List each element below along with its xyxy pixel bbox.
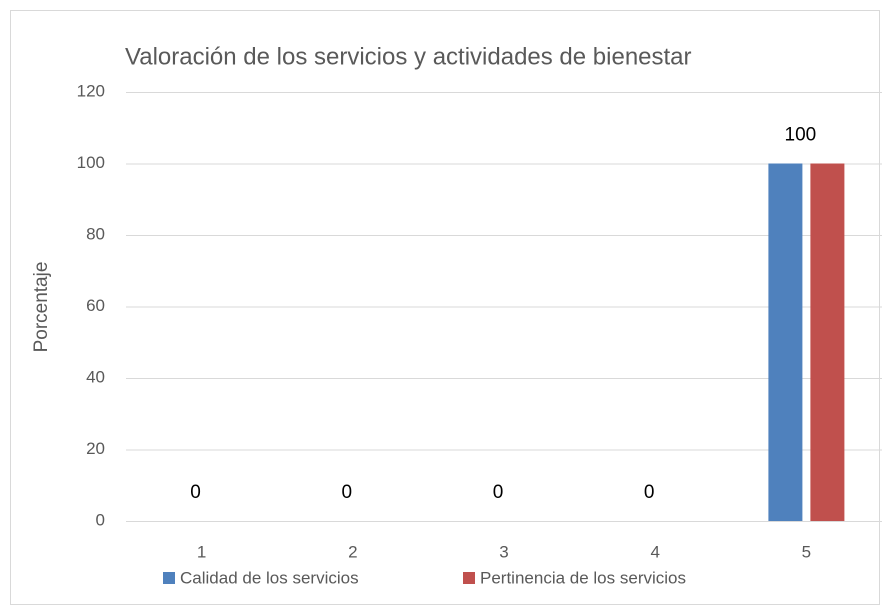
data-label: 0 — [644, 482, 655, 503]
data-label: 0 — [342, 482, 353, 503]
x-tick-label: 4 — [650, 542, 659, 561]
y-tick-label: 20 — [86, 439, 105, 458]
data-label: 0 — [190, 482, 201, 503]
legend-swatch — [463, 572, 475, 584]
y-tick-label: 80 — [86, 224, 105, 243]
legend-label: Calidad de los servicios — [180, 568, 359, 587]
bar — [768, 163, 803, 521]
y-tick-label: 100 — [77, 153, 105, 172]
legend-label: Pertinencia de los servicios — [480, 568, 686, 587]
y-axis-label: Porcentaje — [31, 262, 52, 353]
bar — [810, 163, 845, 521]
y-tick-label: 120 — [77, 81, 105, 100]
chart-title: Valoración de los servicios y actividade… — [125, 43, 692, 70]
y-tick-label: 0 — [96, 510, 105, 529]
x-tick-label: 2 — [348, 542, 357, 561]
x-tick-label: 3 — [499, 542, 508, 561]
x-tick-label: 1 — [197, 542, 206, 561]
legend-swatch — [163, 572, 175, 584]
x-tick-label: 5 — [802, 542, 811, 561]
y-tick-label: 60 — [86, 296, 105, 315]
y-tick-label: 40 — [86, 367, 105, 386]
data-label: 0 — [493, 482, 504, 503]
data-label: 100 — [785, 125, 817, 146]
